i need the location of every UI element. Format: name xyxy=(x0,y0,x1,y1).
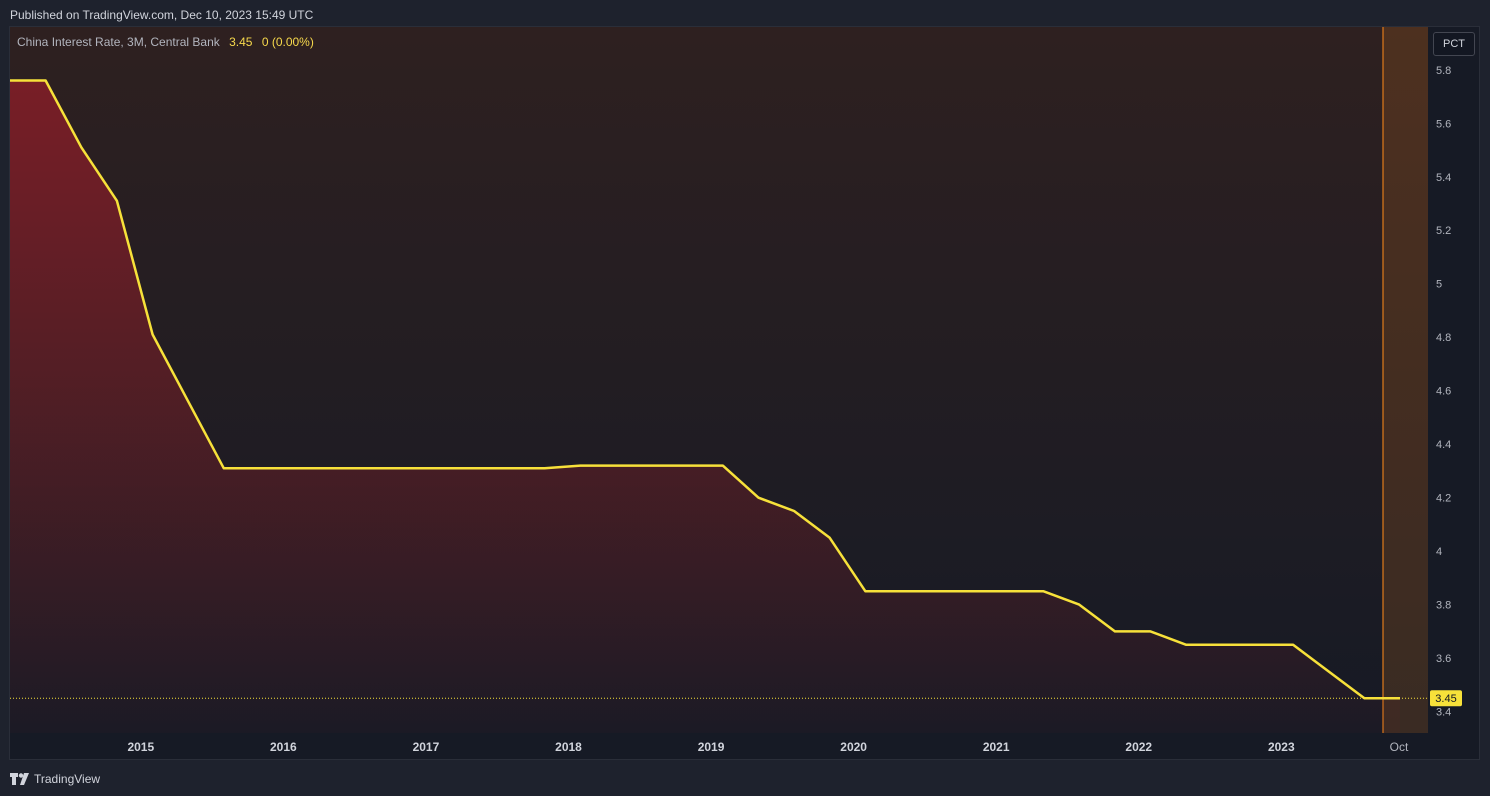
y-tick-label: 3.8 xyxy=(1436,600,1451,612)
chart-legend: China Interest Rate, 3M, Central Bank 3.… xyxy=(17,35,314,49)
y-tick-label: 5.4 xyxy=(1436,172,1451,184)
x-tick-label: 2017 xyxy=(413,740,440,754)
y-tick-label: 5.8 xyxy=(1436,65,1451,77)
x-tick-label: 2022 xyxy=(1125,740,1152,754)
x-tick-label: Oct xyxy=(1390,740,1409,754)
tradingview-logo-icon xyxy=(10,773,29,785)
y-tick-label: 4.8 xyxy=(1436,332,1451,344)
pct-scale-button[interactable]: PCT xyxy=(1433,32,1475,56)
highlight-band xyxy=(1383,27,1428,733)
axis-background xyxy=(1428,27,1479,759)
footer: TradingView xyxy=(10,770,100,788)
footer-brand: TradingView xyxy=(34,772,101,786)
y-tick-label: 4.6 xyxy=(1436,386,1451,398)
series-line xyxy=(10,79,1400,700)
x-tick-label: 2015 xyxy=(127,740,154,754)
y-tick-label: 5.2 xyxy=(1436,225,1451,237)
y-tick-label: 5 xyxy=(1436,279,1442,291)
x-tick-label: 2021 xyxy=(983,740,1010,754)
x-tick-label: 2018 xyxy=(555,740,582,754)
y-tick-label: 4 xyxy=(1436,546,1442,558)
legend-value: 3.45 xyxy=(229,35,253,49)
y-tick-label: 4.2 xyxy=(1436,493,1451,505)
last-value-label: 3.45 xyxy=(1435,693,1456,705)
legend-change: 0 (0.00%) xyxy=(261,35,314,49)
y-tick-label: 5.6 xyxy=(1436,118,1451,130)
x-tick-label: 2019 xyxy=(698,740,725,754)
area-fill xyxy=(10,80,1400,733)
legend-symbol: China Interest Rate, 3M, Central Bank xyxy=(17,35,220,49)
x-tick-label: 2016 xyxy=(270,740,297,754)
y-tick-label: 4.4 xyxy=(1436,439,1451,451)
y-tick-label: 3.6 xyxy=(1436,653,1451,665)
x-tick-label: 2020 xyxy=(840,740,867,754)
x-tick-label: 2023 xyxy=(1268,740,1295,754)
last-value-badge xyxy=(1430,690,1462,707)
published-header: Published on TradingView.com, Dec 10, 20… xyxy=(10,8,314,22)
y-tick-label: 3.4 xyxy=(1436,707,1451,719)
